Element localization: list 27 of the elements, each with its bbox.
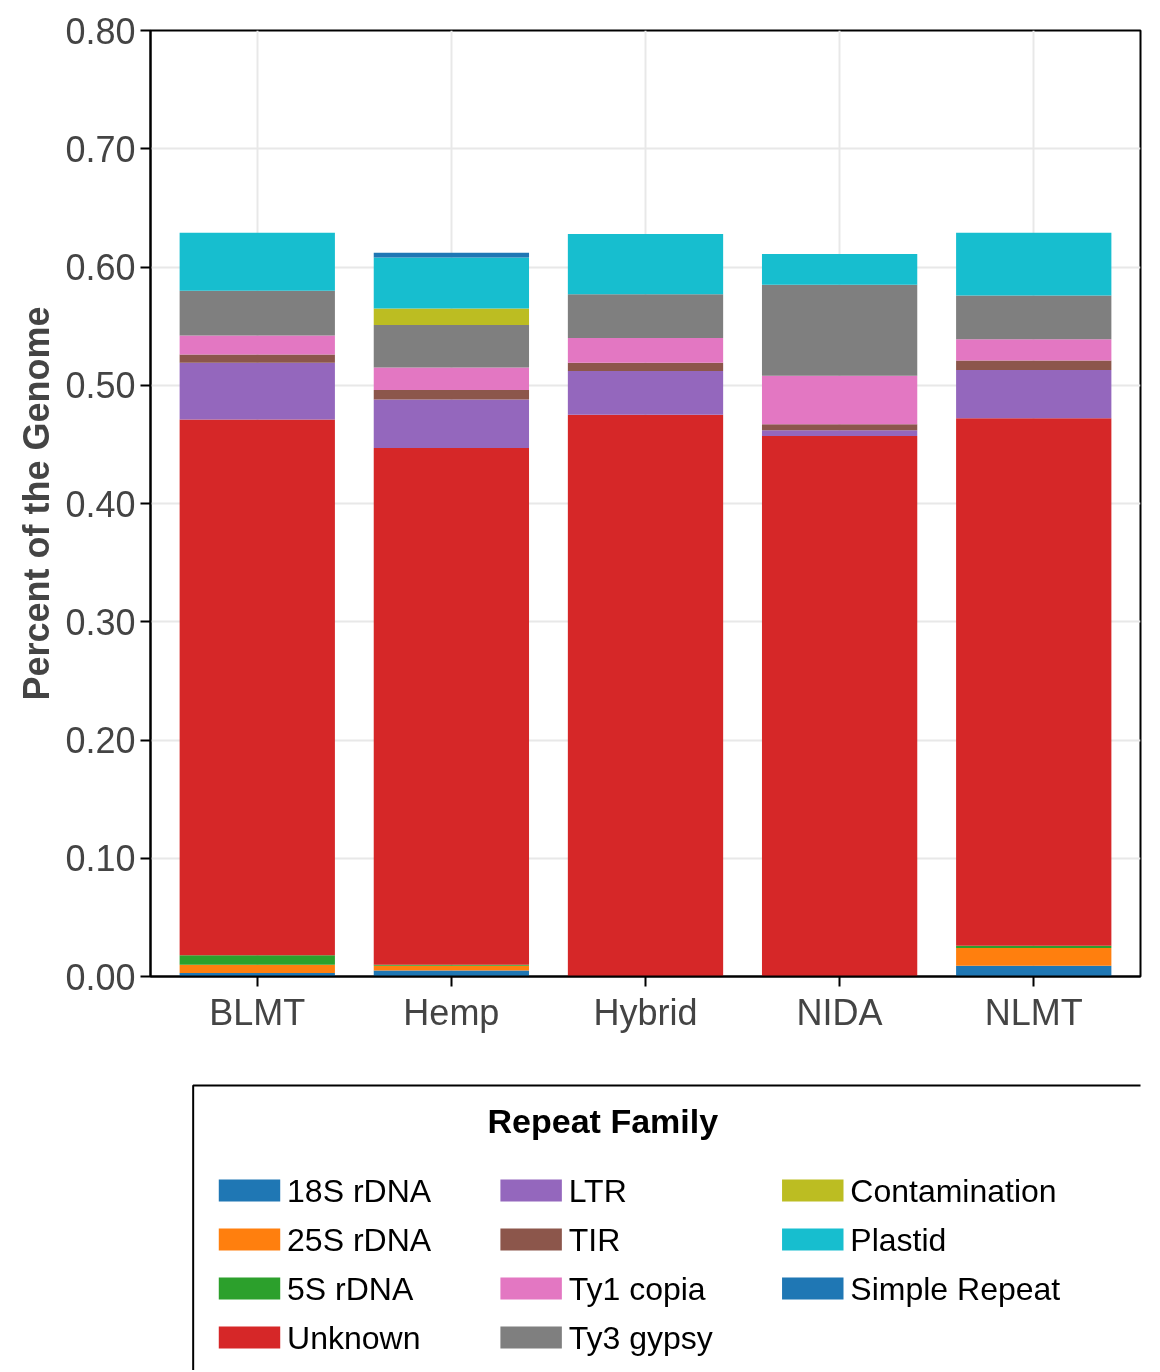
y-tick-label: 0.70 (65, 128, 136, 170)
y-tick-label: 0.20 (65, 720, 136, 761)
y-axis-title: Percent of the Genome (16, 306, 58, 701)
legend-label: Contamination (850, 1172, 1057, 1209)
legend-label: Simple Repeat (850, 1270, 1061, 1307)
y-tick-label: 0.60 (65, 247, 136, 288)
x-tick-label: Hemp (403, 991, 500, 1033)
x-tick-label: NLMT (984, 991, 1083, 1033)
y-tick-label: 0.80 (65, 10, 136, 52)
legend-label: 18S rDNA (287, 1172, 432, 1209)
legend-label: Plastid (850, 1221, 947, 1258)
legend-label: 5S rDNA (287, 1270, 414, 1307)
legend-label: Ty1 copia (568, 1270, 706, 1307)
y-tick-label: 0.30 (65, 601, 136, 643)
legend-label: LTR (568, 1172, 627, 1209)
legend-label: Unknown (287, 1319, 421, 1356)
x-tick-label: BLMT (209, 991, 306, 1033)
y-tick-label: 0.00 (65, 956, 136, 998)
x-tick-label: Hybrid (593, 991, 698, 1033)
y-tick-label: 0.40 (65, 483, 136, 525)
y-tick-label: 0.10 (65, 838, 136, 880)
legend-label: 25S rDNA (287, 1221, 432, 1258)
legend-title: Repeat Family (487, 1101, 719, 1140)
legend-label: TIR (568, 1221, 621, 1258)
y-tick-label: 0.50 (65, 365, 136, 407)
legend-label: Ty3 gypsy (568, 1319, 713, 1356)
x-tick-label: NIDA (796, 991, 883, 1033)
